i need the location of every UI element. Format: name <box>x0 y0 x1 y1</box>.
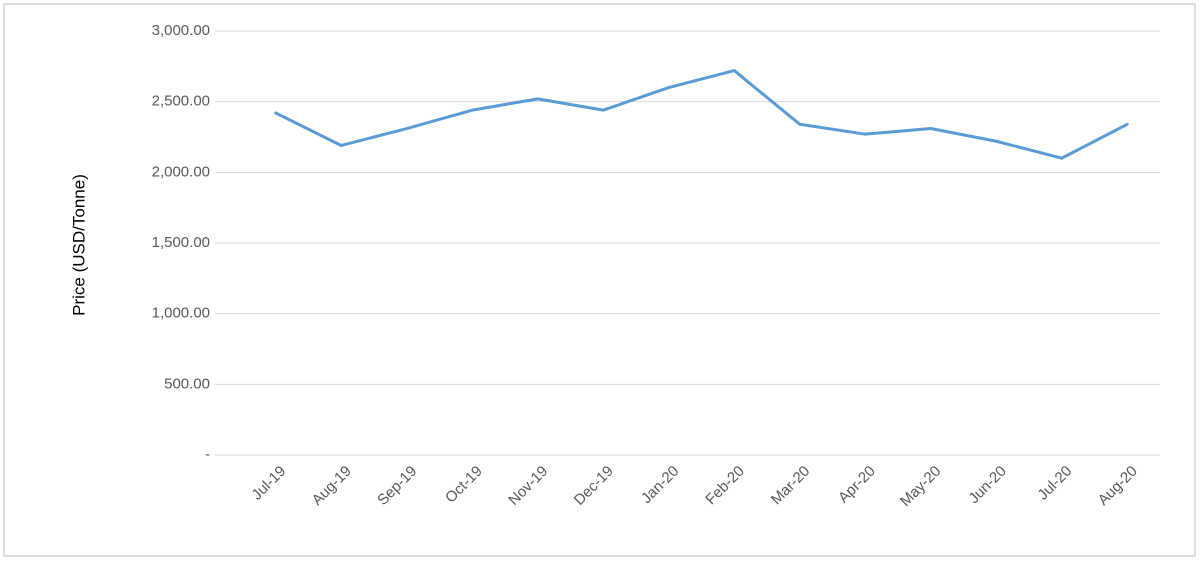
y-axis-label: Price (USD/Tonne) <box>69 174 88 316</box>
y-tick-label: 1,500.00 <box>152 234 210 251</box>
y-tick-label: 1,000.00 <box>152 305 210 322</box>
y-tick-label: 2,500.00 <box>152 93 210 110</box>
line <box>274 69 1129 160</box>
y-tick-label: 500.00 <box>164 375 210 392</box>
y-tick-label: - <box>205 446 210 463</box>
y-tick-label: 3,000.00 <box>152 22 210 39</box>
chart-border <box>3 3 1196 557</box>
y-tick-label: 2,000.00 <box>152 163 210 180</box>
